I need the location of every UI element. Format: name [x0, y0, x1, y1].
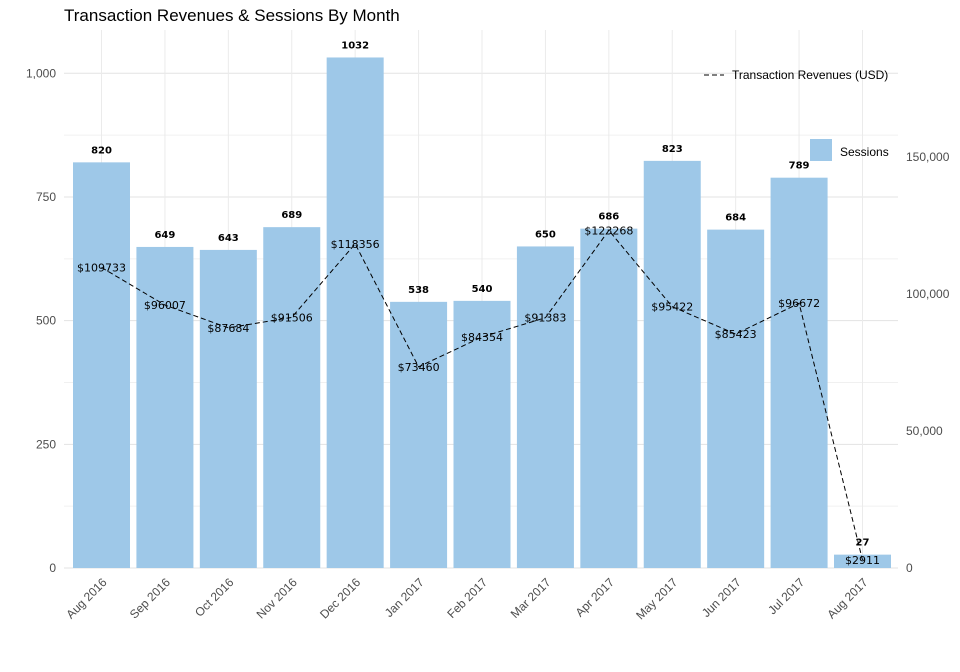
y-left-tick-label: 0 [49, 561, 56, 575]
y-left-tick-label: 250 [36, 437, 56, 451]
sessions-value-label: 649 [154, 230, 175, 241]
revenue-value-label: $123268 [584, 224, 633, 237]
y-right-tick-label: 50,000 [906, 424, 943, 438]
legend-sessions-label: Sessions [840, 145, 889, 159]
sessions-value-label: 823 [662, 144, 683, 155]
sessions-value-label: 689 [281, 210, 302, 221]
revenue-value-label: $96672 [778, 297, 820, 310]
sessions-bar [834, 554, 891, 568]
sessions-bar [390, 301, 448, 568]
x-tick-label: Jun 2017 [699, 575, 744, 620]
sessions-value-label: 789 [789, 161, 810, 172]
sessions-value-label: 27 [856, 538, 870, 549]
x-tick-label: Aug 2017 [824, 575, 870, 621]
legend: Transaction Revenues (USD) Sessions [704, 68, 889, 161]
sessions-bar [707, 229, 765, 569]
sessions-value-label: 684 [725, 213, 746, 224]
revenue-value-label: $91383 [524, 312, 566, 325]
revenue-value-label: $109733 [77, 261, 126, 274]
sessions-value-label: 1032 [341, 40, 369, 51]
legend-sessions-swatch [810, 139, 832, 161]
sessions-value-label: 820 [91, 145, 112, 156]
sessions-bar [580, 228, 638, 568]
sessions-bar [643, 160, 701, 569]
sessions-value-label: 650 [535, 229, 556, 240]
revenue-value-label: $2911 [845, 554, 880, 567]
x-tick-label: May 2017 [633, 575, 680, 622]
y-left-tick-label: 750 [36, 190, 56, 204]
revenue-value-label: $91506 [271, 311, 313, 324]
y-left-tick-label: 500 [36, 314, 56, 328]
sessions-value-label: 643 [218, 233, 239, 244]
sessions-bar [326, 57, 384, 568]
data-labels: 820 649 643 689 1032 538 540 650 686 823 684 789 27 $… [77, 40, 880, 567]
sessions-bars [73, 57, 891, 569]
sessions-bar [263, 227, 321, 568]
x-tick-label: Feb 2017 [444, 575, 490, 621]
revenue-value-label: $96007 [144, 299, 186, 312]
sessions-bar [73, 162, 130, 568]
y-left-tick-label: 1,000 [26, 66, 56, 80]
sessions-value-label: 686 [598, 212, 619, 223]
x-tick-label: Jan 2017 [382, 575, 427, 620]
revenue-value-label: $118356 [331, 238, 380, 251]
x-tick-label: Dec 2016 [317, 575, 363, 621]
y-right-tick-label: 0 [906, 561, 913, 575]
revenue-value-label: $95422 [651, 301, 693, 314]
sessions-bar [770, 177, 828, 568]
x-tick-label: Apr 2017 [573, 575, 618, 620]
x-tick-label: Nov 2016 [254, 575, 300, 621]
sessions-value-label: 538 [408, 285, 429, 296]
x-tick-label: Mar 2017 [508, 575, 554, 621]
chart-title: Transaction Revenues & Sessions By Month [64, 6, 400, 25]
sessions-bar [516, 246, 574, 568]
revenue-value-label: $73460 [398, 361, 440, 374]
x-tick-label: Sep 2016 [127, 575, 173, 621]
x-tick-label: Aug 2016 [63, 575, 109, 621]
revenue-value-label: $84354 [461, 331, 503, 344]
sessions-bar [136, 246, 194, 568]
x-tick-label: Jul 2017 [765, 575, 807, 617]
revenue-value-label: $85423 [715, 328, 757, 341]
legend-revenue-label: Transaction Revenues (USD) [732, 68, 888, 82]
x-tick-label: Oct 2016 [192, 575, 237, 620]
y-right-tick-label: 150,000 [906, 150, 950, 164]
sessions-value-label: 540 [472, 284, 493, 295]
sessions-bar [199, 249, 257, 568]
y-right-tick-label: 100,000 [906, 287, 950, 301]
revenue-value-label: $87684 [207, 322, 249, 335]
